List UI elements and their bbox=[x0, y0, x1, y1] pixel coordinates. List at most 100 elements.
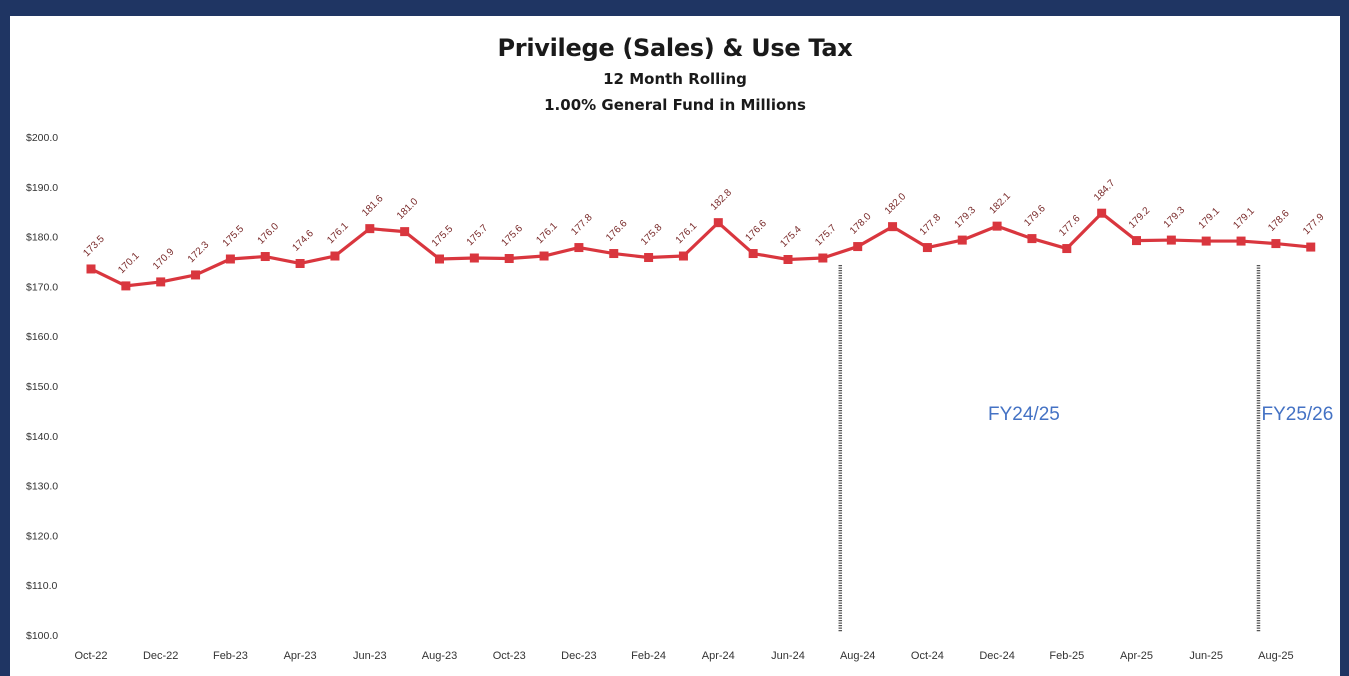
y-tick-label: $200.0 bbox=[26, 132, 58, 144]
x-tick-label: Feb-23 bbox=[213, 650, 248, 662]
data-point-marker bbox=[191, 270, 201, 280]
data-label: 175.7 bbox=[813, 222, 839, 248]
y-tick-label: $110.0 bbox=[26, 580, 57, 592]
data-point-marker bbox=[1271, 239, 1281, 249]
data-label: 179.1 bbox=[1197, 205, 1223, 231]
x-tick-label: Oct-24 bbox=[911, 650, 944, 662]
data-point-marker bbox=[1132, 236, 1141, 246]
data-point-marker bbox=[957, 235, 967, 245]
data-point-marker bbox=[295, 258, 305, 268]
data-point-marker bbox=[1306, 242, 1316, 252]
y-tick-label: $190.0 bbox=[26, 182, 58, 194]
x-tick-label: Dec-22 bbox=[143, 650, 178, 662]
chart-panel: Privilege (Sales) & Use Tax 12 Month Rol… bbox=[10, 16, 1340, 676]
data-label: 179.1 bbox=[1231, 205, 1257, 231]
data-point-marker bbox=[1097, 208, 1107, 218]
data-point-marker bbox=[504, 254, 514, 264]
data-label: 182.1 bbox=[987, 190, 1013, 216]
data-point-marker bbox=[1166, 235, 1176, 245]
x-tick-label: Aug-25 bbox=[1258, 650, 1293, 662]
data-point-marker bbox=[748, 249, 758, 259]
line-chart: $200.0 $190.0 $180.0 $170.0 $160.0 $150.0 $140… bbox=[26, 132, 1333, 662]
y-tick-label: $150.0 bbox=[26, 381, 58, 393]
data-label: 179.3 bbox=[953, 204, 979, 230]
x-tick-label: Oct-23 bbox=[493, 650, 526, 662]
data-label: 175.4 bbox=[778, 224, 804, 250]
data-point-marker bbox=[609, 249, 619, 259]
data-point-marker bbox=[644, 253, 654, 263]
data-point-marker bbox=[435, 254, 444, 264]
data-point-marker bbox=[888, 222, 898, 232]
data-point-marker bbox=[156, 277, 166, 287]
data-label: 175.8 bbox=[639, 222, 665, 248]
data-point-marker bbox=[574, 243, 584, 253]
series-line bbox=[90, 211, 1311, 288]
y-tick-label: $130.0 bbox=[26, 481, 58, 493]
x-tick-label: Dec-23 bbox=[561, 650, 596, 662]
x-tick-label: Aug-24 bbox=[840, 650, 875, 662]
x-tick-label: Feb-25 bbox=[1049, 650, 1084, 662]
data-label: 176.6 bbox=[743, 218, 769, 244]
data-label: 176.0 bbox=[256, 221, 282, 247]
data-point-marker bbox=[1236, 236, 1246, 246]
data-point-marker bbox=[1062, 244, 1072, 254]
data-label: 184.7 bbox=[1092, 178, 1118, 204]
data-point-marker bbox=[783, 255, 793, 265]
data-label: 175.6 bbox=[500, 223, 526, 249]
x-tick-label: Apr-24 bbox=[702, 650, 735, 662]
data-point-marker bbox=[330, 251, 340, 261]
x-tick-label: Jun-23 bbox=[353, 650, 387, 662]
data-point-marker bbox=[86, 264, 96, 274]
x-tick-label: Dec-24 bbox=[979, 650, 1014, 662]
data-label: 176.6 bbox=[604, 218, 630, 244]
data-point-marker bbox=[539, 251, 549, 261]
y-tick-label: $180.0 bbox=[26, 232, 58, 244]
data-label: 173.5 bbox=[81, 233, 107, 259]
data-label: 176.1 bbox=[534, 220, 560, 246]
data-label: 177.9 bbox=[1301, 211, 1327, 237]
data-point-marker bbox=[922, 243, 932, 253]
y-tick-label: $170.0 bbox=[26, 281, 58, 293]
y-tick-label: $160.0 bbox=[26, 331, 58, 343]
data-label: 182.8 bbox=[709, 187, 735, 213]
data-label: 176.1 bbox=[325, 220, 351, 246]
data-point-marker bbox=[260, 252, 270, 262]
x-tick-label: Apr-25 bbox=[1120, 650, 1153, 662]
data-point-marker bbox=[818, 253, 828, 263]
fiscal-year-label: FY24/25 bbox=[988, 404, 1060, 425]
x-tick-label: Apr-23 bbox=[284, 650, 317, 662]
data-label: 178.6 bbox=[1266, 208, 1292, 234]
data-label: 179.2 bbox=[1127, 205, 1153, 231]
x-tick-label: Oct-22 bbox=[74, 650, 107, 662]
data-point-marker bbox=[853, 242, 863, 252]
data-point-marker bbox=[225, 254, 235, 264]
data-point-marker bbox=[1027, 234, 1037, 244]
data-label: 175.7 bbox=[465, 222, 491, 248]
x-tick-label: Jun-25 bbox=[1189, 650, 1223, 662]
data-point-marker bbox=[365, 224, 375, 234]
data-point-marker bbox=[992, 221, 1002, 231]
data-point-marker bbox=[1201, 236, 1211, 246]
data-label: 175.5 bbox=[221, 223, 247, 249]
data-label: 175.5 bbox=[430, 223, 456, 249]
data-label: 182.0 bbox=[883, 191, 909, 217]
data-label: 177.8 bbox=[569, 212, 595, 238]
data-label: 179.3 bbox=[1162, 204, 1188, 230]
y-tick-label: $120.0 bbox=[26, 530, 58, 542]
data-label: 174.6 bbox=[290, 228, 316, 254]
data-label: 170.9 bbox=[151, 246, 177, 272]
data-point-marker bbox=[400, 227, 410, 237]
chart-subtitle-line-2: 1.00% General Fund in Millions bbox=[544, 96, 806, 114]
chart-title: Privilege (Sales) & Use Tax bbox=[497, 34, 853, 62]
y-tick-label: $140.0 bbox=[26, 431, 58, 443]
data-label: 181.0 bbox=[395, 196, 421, 222]
x-tick-label: Jun-24 bbox=[771, 650, 805, 662]
data-label: 170.1 bbox=[116, 250, 142, 276]
data-label: 178.0 bbox=[848, 211, 874, 237]
data-point-marker bbox=[469, 253, 479, 263]
fiscal-year-label: FY25/26 bbox=[1261, 404, 1333, 425]
chart-subtitle-line-1: 12 Month Rolling bbox=[603, 70, 747, 88]
y-tick-label: $100.0 bbox=[26, 630, 58, 642]
data-point-marker bbox=[713, 218, 723, 228]
data-label: 172.3 bbox=[186, 239, 212, 265]
